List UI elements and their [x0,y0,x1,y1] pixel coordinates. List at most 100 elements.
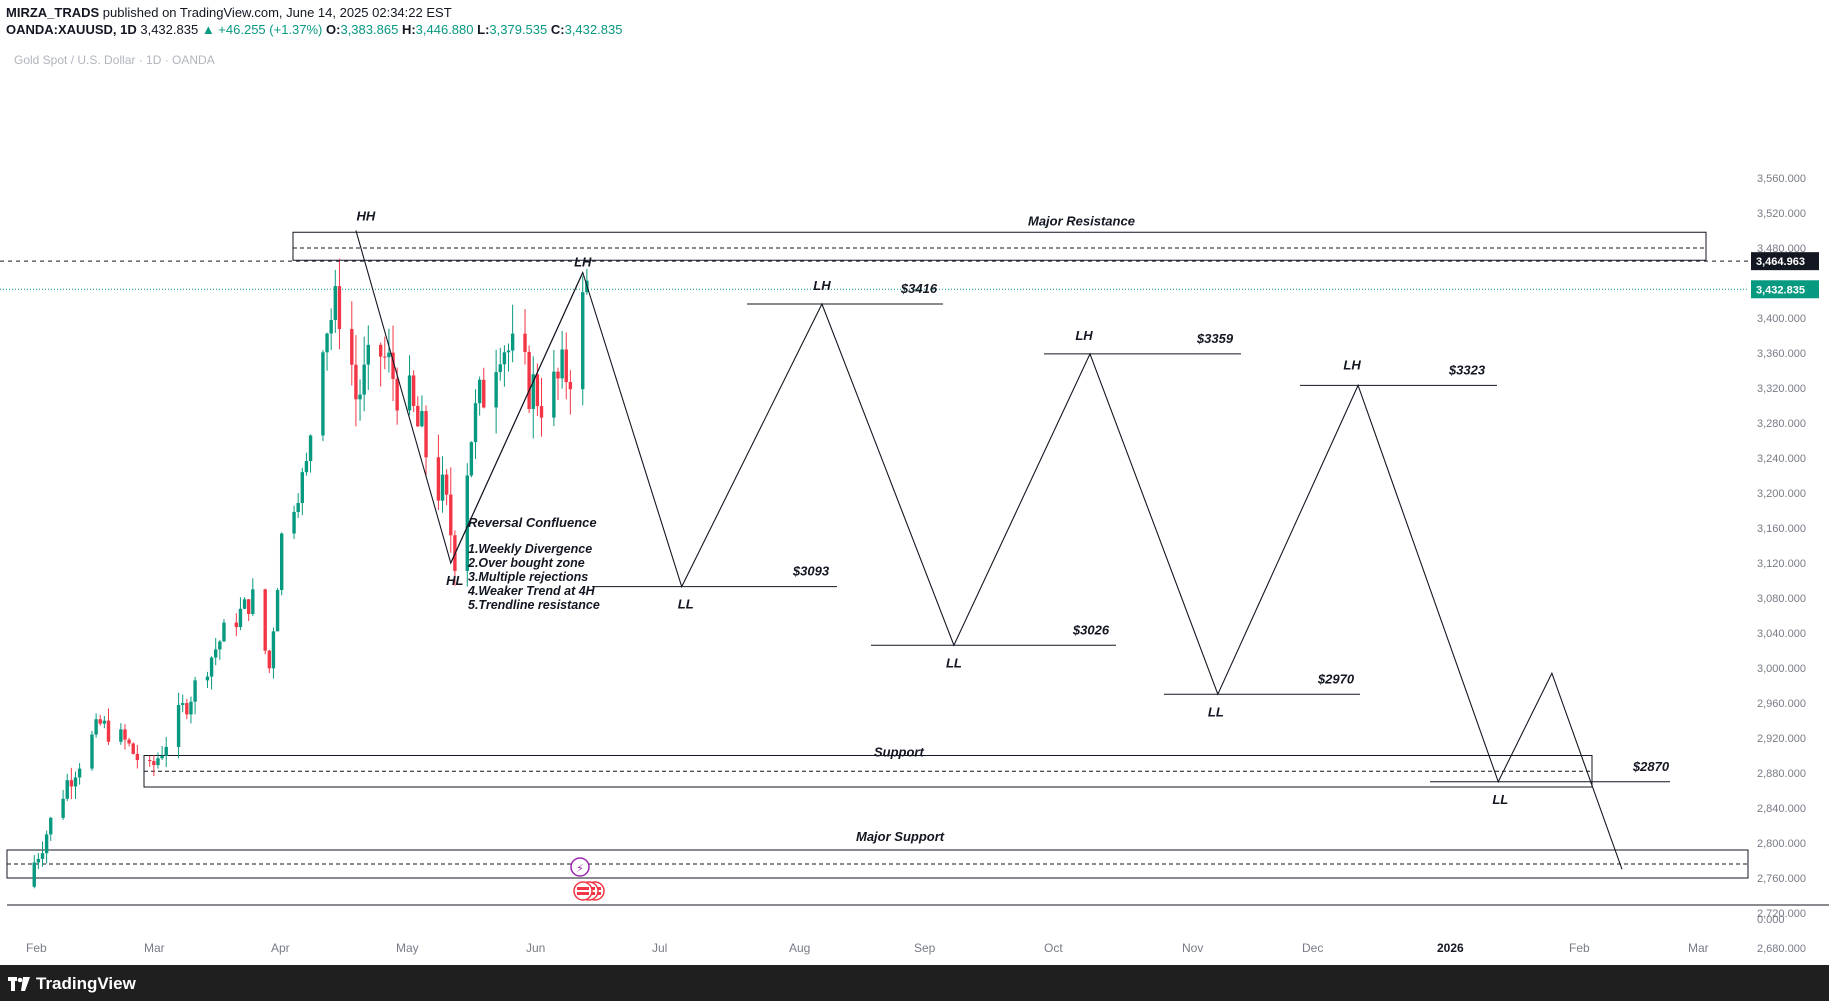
x-axis-tick-label: Feb [26,941,47,955]
y-axis-tick-label: 2,760.000 [1757,873,1806,885]
published-text: published on TradingView.com, June 14, 2… [102,5,452,20]
price-annotation: $3026 [1072,622,1110,637]
price-annotation: $3323 [1448,362,1486,377]
y-axis-tick-label: 3,080.000 [1757,593,1806,605]
candle-body [176,704,181,747]
zone-box [292,231,1707,261]
price-annotation: $3359 [1196,331,1234,346]
y-axis-tick-label: 3,160.000 [1757,523,1806,535]
x-axis-tick-label: Oct [1044,941,1063,955]
x-axis-tick-label: Nov [1182,941,1203,955]
candle-body [251,589,255,614]
axes-layer: 3,560.000 3,520.000 3,480.000 3,400.000 3,36… [26,173,1819,990]
candle-body [568,382,573,390]
candle-body [350,329,354,365]
candle-body [152,761,156,766]
candle-body [465,475,469,571]
candle-body [296,502,300,513]
candle-body [383,356,387,358]
candles-layer [32,258,589,889]
confluence-item: 3.Multiple rejections [468,570,588,584]
candle-body [564,349,568,383]
x-axis-tick-label: Jul [652,941,667,955]
candle-body [127,739,131,744]
candle-body [148,759,152,762]
price-label-box [1751,252,1819,271]
author-name[interactable]: MIRZA_TRADS [6,5,100,20]
candle-body [193,680,197,702]
candle-body [49,817,53,835]
candle-body [395,378,399,411]
x-axis-tick-label: Sep [914,941,936,955]
lightning-glyph-icon: ⚡ [576,863,584,875]
candle-body [77,768,82,778]
candle-body [36,858,41,863]
hl-label: HL [446,573,463,588]
tradingview-logo[interactable]: TradingView [8,974,136,994]
candle-body [308,435,313,462]
zone-label: Major Resistance [1028,213,1135,228]
candle-body [469,442,474,476]
candle-body [333,286,337,320]
candle-body [416,405,420,427]
candle-body [263,589,267,651]
candle-body [325,333,329,353]
candle-body [234,622,239,628]
candle-body [440,474,445,501]
candle-body [65,780,69,799]
close-label: C: [550,22,565,37]
y-axis-tick-label: 3,480.000 [1757,243,1806,255]
candle-body [94,719,98,735]
candle-body [106,720,111,742]
x-axis-tick-label: Mar [144,941,165,955]
y-axis-tick-label: 3,200.000 [1757,488,1806,500]
candle-body [482,379,486,408]
candle-body [502,352,507,365]
publish-line: MIRZA_TRADS published on TradingView.com… [6,5,452,20]
candle-body [387,352,391,358]
y-axis-tick-label: 3,040.000 [1757,628,1806,640]
ll-label: LL [1492,792,1508,807]
candle-body [40,853,45,859]
candle-body [222,622,226,642]
open-value: 3,383.865 [340,22,399,37]
candle-body [424,411,428,458]
candle-body [131,743,135,754]
zone-label: Major Support [856,829,945,844]
ll-label: LL [1208,704,1224,719]
x-axis-tick-label: May [396,941,419,955]
candle-body [279,533,284,591]
candle-body [358,394,362,400]
y-axis-tick-label: 2,960.000 [1757,698,1806,710]
candle-body [44,834,49,854]
y-axis-tick-label: 3,560.000 [1757,173,1806,185]
candle-body [69,780,74,787]
candle-body [160,755,164,759]
y-axis-tick-label: 3,520.000 [1757,208,1806,220]
candle-body [407,375,412,411]
price-change: ▲ +46.255 (+1.37%) [201,22,323,37]
low-label: L: [477,22,490,37]
candle-body [510,333,515,351]
candle-body [90,734,94,769]
candle-body [164,746,168,756]
candle-body [135,753,140,760]
candle-body [32,862,36,887]
ll-label: LL [678,597,694,612]
price-annotation: $2870 [1632,759,1670,774]
ll-label: LL [946,655,962,670]
hh-label: HH [357,209,376,224]
event-icons: ⚡ [570,857,605,901]
brand-name: TradingView [36,974,136,993]
candle-body [185,703,189,715]
chart-title: Gold Spot / U.S. Dollar · 1D · OANDA [14,53,215,67]
y-axis-tick-label: 3,360.000 [1757,348,1806,360]
labels-layer: Gold Spot / U.S. Dollar · 1D · OANDA Majo… [14,53,1670,901]
candle-body [123,729,127,740]
price-chart[interactable]: Gold Spot / U.S. Dollar · 1D · OANDA Majo… [0,43,1829,990]
candle-body [329,319,333,334]
candle-body [362,364,366,395]
high-value: 3,446.880 [415,22,474,37]
chart-area[interactable]: Gold Spot / U.S. Dollar · 1D · OANDA Majo… [0,43,1829,990]
candle-body [531,374,535,409]
